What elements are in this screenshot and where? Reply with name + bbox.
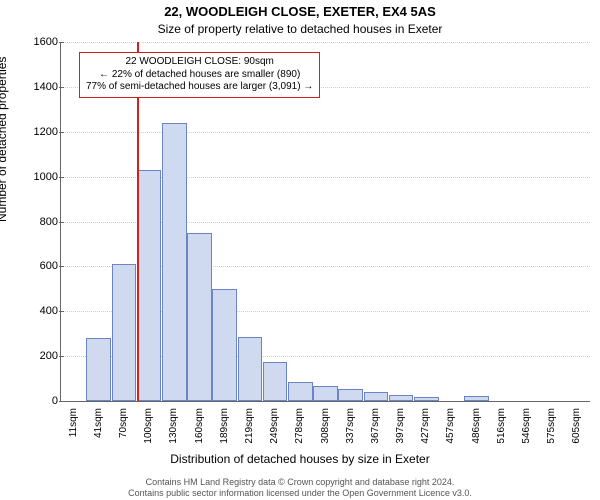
y-tick: 1400 xyxy=(18,81,58,93)
histogram-bar xyxy=(212,289,237,401)
histogram-bar xyxy=(338,389,363,401)
y-tick: 1600 xyxy=(18,36,58,48)
y-tick: 800 xyxy=(18,216,58,228)
gridline xyxy=(61,42,590,43)
histogram-bar xyxy=(414,397,439,401)
histogram-bar xyxy=(187,233,212,401)
histogram-bar xyxy=(364,392,389,401)
chart-title-address: 22, WOODLEIGH CLOSE, EXETER, EX4 5AS xyxy=(0,4,600,19)
footer-line: Contains public sector information licen… xyxy=(0,488,600,498)
annotation-callout: 22 WOODLEIGH CLOSE: 90sqm← 22% of detach… xyxy=(79,52,320,98)
attribution-footer: Contains HM Land Registry data © Crown c… xyxy=(0,477,600,498)
histogram-bar xyxy=(263,362,288,401)
x-axis-label: Distribution of detached houses by size … xyxy=(0,452,600,466)
histogram-bar xyxy=(464,396,489,401)
gridline xyxy=(61,132,590,133)
annotation-line: 77% of semi-detached houses are larger (… xyxy=(86,81,313,94)
y-tick: 400 xyxy=(18,305,58,317)
y-axis-label: Number of detached properties xyxy=(0,57,9,222)
y-tick: 600 xyxy=(18,260,58,272)
footer-line: Contains HM Land Registry data © Crown c… xyxy=(0,477,600,487)
annotation-line: 22 WOODLEIGH CLOSE: 90sqm xyxy=(86,56,313,69)
histogram-bar xyxy=(288,382,313,401)
histogram-bar xyxy=(389,395,414,401)
plot-area: 22 WOODLEIGH CLOSE: 90sqm← 22% of detach… xyxy=(60,42,590,402)
chart-subtitle: Size of property relative to detached ho… xyxy=(0,22,600,36)
y-tick: 1000 xyxy=(18,171,58,183)
y-tick: 1200 xyxy=(18,126,58,138)
histogram-bar xyxy=(86,338,111,401)
y-tick: 0 xyxy=(18,395,58,407)
histogram-bar xyxy=(112,264,137,401)
histogram-bar xyxy=(162,123,187,401)
histogram-bar xyxy=(137,170,162,401)
y-tick: 200 xyxy=(18,350,58,362)
histogram-bar xyxy=(238,337,263,401)
histogram-bar xyxy=(313,386,338,401)
annotation-line: ← 22% of detached houses are smaller (89… xyxy=(86,69,313,82)
property-size-chart: 22, WOODLEIGH CLOSE, EXETER, EX4 5AS Siz… xyxy=(0,0,600,500)
